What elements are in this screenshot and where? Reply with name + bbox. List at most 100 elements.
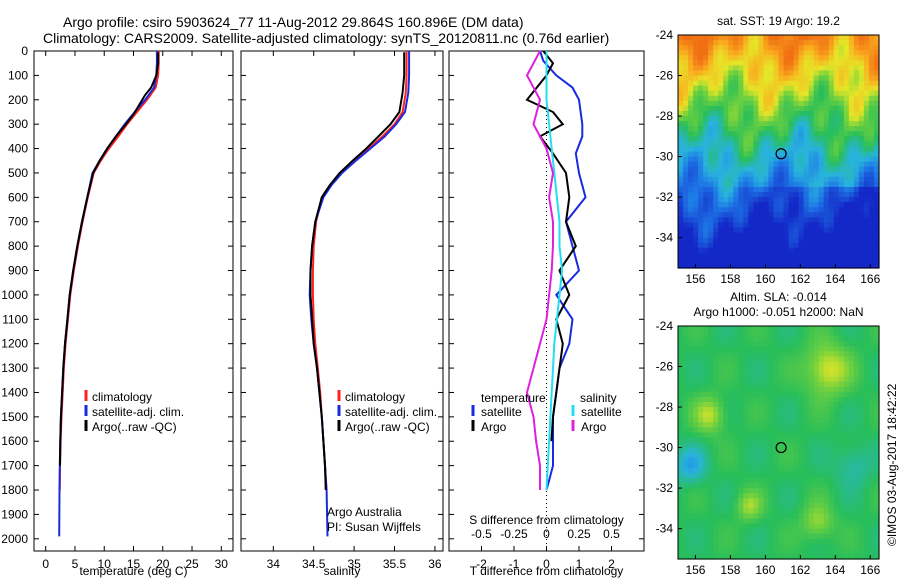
sst-heatmap-cell (833, 181, 840, 188)
sst-heatmap-cell (763, 35, 770, 41)
sst-heatmap-cell (808, 136, 815, 142)
sst-heatmap-cell (843, 90, 850, 97)
temperature-ytick-label: 500 (8, 166, 28, 180)
sla-heatmap-cell (703, 331, 709, 337)
sst-heatmap-cell (843, 166, 850, 173)
sla-heatmap-cell (693, 396, 699, 403)
sst-ytick-label: -30 (656, 150, 674, 164)
sst-heatmap-cell (728, 90, 734, 97)
sla-heatmap-cell (773, 472, 780, 479)
sla-heatmap-cell (738, 543, 744, 550)
sst-heatmap-cell (718, 227, 724, 234)
sla-heatmap-cell (748, 477, 754, 484)
sst-heatmap-cell (763, 171, 770, 178)
sst-heatmap-cell (773, 232, 780, 239)
sla-heatmap-cell (723, 543, 729, 550)
sla-heatmap-cell (763, 462, 770, 469)
sst-heatmap-cell (798, 45, 805, 51)
sla-heatmap-cell (818, 351, 825, 357)
sla-heatmap-cell (678, 467, 684, 474)
sst-heatmap-cell (793, 116, 800, 122)
sla-heatmap-cell (873, 381, 880, 388)
sst-heatmap-cell (868, 136, 875, 142)
sla-heatmap-cell (828, 508, 835, 515)
sla-heatmap-cell (868, 401, 875, 408)
sla-heatmap-cell (863, 483, 870, 489)
sla-heatmap-cell (693, 457, 699, 464)
sst-heatmap-cell (753, 217, 760, 224)
sla-heatmap-cell (868, 376, 875, 383)
sst-heatmap-cell (858, 60, 865, 66)
sla-heatmap-cell (688, 417, 694, 423)
sst-heatmap-cell (848, 262, 855, 269)
sla-heatmap-cell (678, 533, 684, 540)
sst-heatmap-cell (738, 75, 744, 82)
sst-heatmap-cell (783, 217, 790, 224)
sla-heatmap-cell (678, 472, 684, 479)
sla-heatmap-cell (793, 407, 800, 413)
sst-heatmap-cell (788, 105, 795, 112)
sst-heatmap-cell (788, 202, 795, 208)
sst-heatmap-cell (798, 146, 805, 153)
sst-heatmap-cell (718, 146, 724, 153)
sst-heatmap-cell (768, 131, 775, 137)
sst-heatmap-cell (773, 222, 780, 229)
sst-heatmap-cell (723, 181, 729, 188)
sst-heatmap-cell (793, 247, 800, 254)
sst-heatmap-cell (678, 146, 684, 153)
sla-heatmap-cell (798, 351, 805, 357)
sla-heatmap-cell (698, 442, 704, 449)
sst-heatmap-cell (863, 131, 870, 137)
sst-heatmap-cell (873, 197, 880, 203)
sst-heatmap-cell (738, 35, 744, 41)
sla-heatmap-cell (758, 407, 765, 413)
sst-heatmap-cell (738, 45, 744, 51)
sla-heatmap-cell (683, 503, 689, 509)
sla-heatmap-cell (718, 407, 724, 413)
sla-heatmap-cell (703, 518, 709, 525)
sst-heatmap-cell (773, 90, 780, 97)
sla-heatmap-cell (783, 452, 790, 459)
sla-heatmap-cell (683, 346, 689, 352)
temperature-xtick-label: 25 (185, 557, 199, 571)
sla-heatmap-cell (753, 336, 760, 342)
sst-heatmap-cell (863, 202, 870, 208)
sla-heatmap-cell (858, 498, 865, 504)
temperature-legend-label: satellite-adj. clim. (92, 405, 184, 419)
sst-heatmap-cell (733, 151, 739, 158)
sst-heatmap-cell (823, 217, 830, 224)
sst-heatmap-cell (723, 95, 729, 102)
sla-heatmap-cell (738, 336, 744, 342)
sla-heatmap-cell (758, 498, 765, 504)
sla-heatmap-cell (848, 452, 855, 459)
sla-heatmap-cell (808, 503, 815, 509)
sla-heatmap-cell (728, 412, 734, 418)
sst-heatmap-cell (678, 232, 684, 239)
sst-heatmap-cell (753, 222, 760, 229)
sst-heatmap-cell (823, 45, 830, 51)
sst-heatmap-cell (768, 176, 775, 183)
sst-heatmap-cell (743, 212, 749, 218)
sst-heatmap-cell (803, 247, 810, 254)
sst-heatmap-cell (798, 80, 805, 87)
sst-heatmap-cell (708, 166, 714, 173)
sst-heatmap-cell (718, 136, 724, 142)
sla-heatmap-cell (688, 503, 694, 509)
sla-heatmap-cell (798, 442, 805, 449)
sla-heatmap-cell (833, 467, 840, 474)
sla-heatmap-cell (793, 346, 800, 352)
sla-heatmap-cell (873, 477, 880, 484)
sst-heatmap-cell (858, 136, 865, 142)
sla-heatmap-cell (743, 548, 749, 555)
sst-heatmap-cell (833, 252, 840, 259)
sla-heatmap-cell (788, 538, 795, 545)
sst-heatmap-cell (823, 237, 830, 244)
sst-heatmap-cell (763, 232, 770, 239)
sla-heatmap-cell (798, 503, 805, 509)
sla-heatmap-cell (858, 483, 865, 489)
sst-heatmap-cell (738, 166, 744, 173)
sla-heatmap-cell (863, 528, 870, 535)
sla-heatmap-cell (808, 553, 815, 560)
sst-heatmap-cell (743, 70, 749, 77)
sst-heatmap-cell (748, 80, 754, 87)
